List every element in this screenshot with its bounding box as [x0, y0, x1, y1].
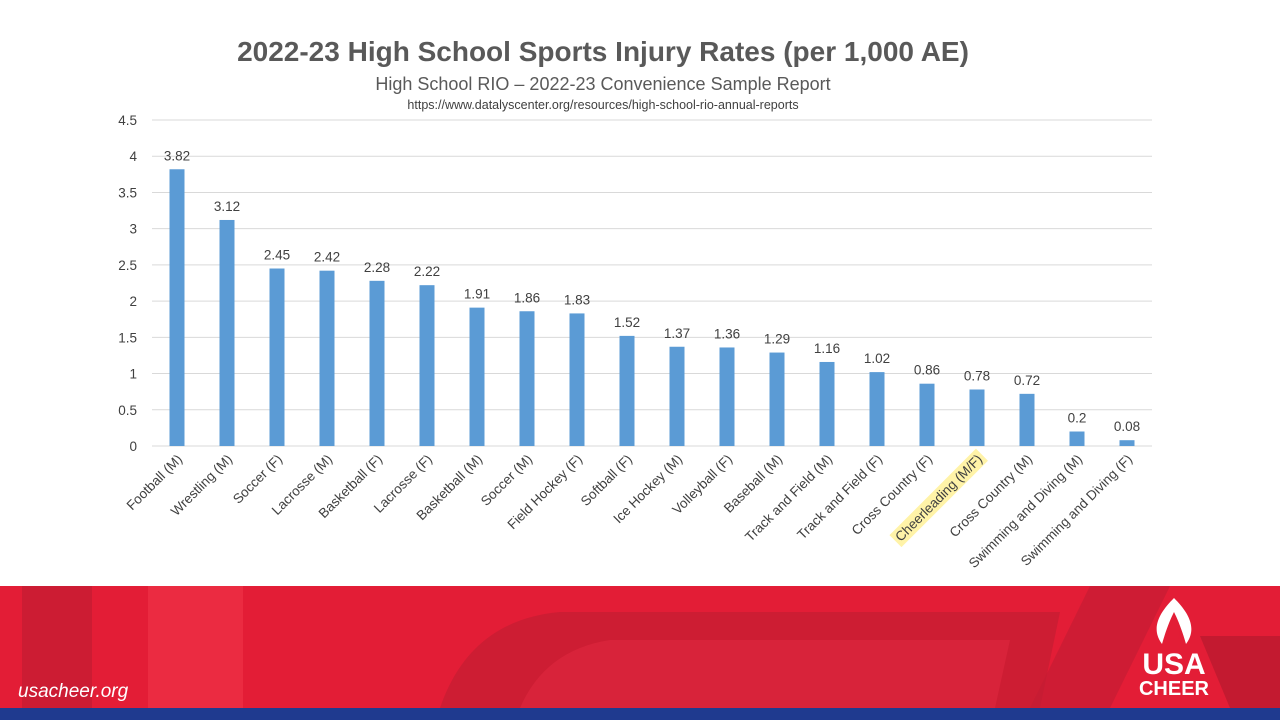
bar: [1019, 393, 1035, 446]
chart-title: 2022-23 High School Sports Injury Rates …: [237, 36, 969, 67]
bar: [919, 383, 935, 446]
bar: [269, 268, 285, 446]
chart-subtitle: High School RIO – 2022-23 Convenience Sa…: [375, 74, 830, 94]
data-label: 2.45: [264, 248, 290, 263]
y-axis-ticks: 0 0.5 1 1.5 2 2.5 3 3.5 4 4.5: [118, 113, 137, 454]
bar: [719, 347, 735, 446]
bar: [419, 285, 435, 446]
data-label: 1.36: [714, 326, 740, 341]
data-label: 3.82: [164, 148, 190, 163]
data-label: 0.08: [1114, 419, 1140, 434]
bar: [369, 280, 385, 446]
bar: [869, 372, 885, 446]
y-tick-label: 2.5: [118, 258, 137, 273]
footer-stripe-4: [1200, 636, 1280, 708]
data-labels: 3.82 3.12 2.45 2.42 2.28 2.22 1.91 1.86 1.83 1.52…: [164, 148, 1140, 434]
data-label: 2.22: [414, 264, 440, 279]
y-tick-label: 3.5: [118, 185, 137, 200]
data-label: 0.78: [964, 368, 990, 383]
y-tick-label: 4: [129, 149, 137, 164]
bars: [169, 169, 1135, 447]
x-axis-label-group: Track and Field (M): [742, 452, 835, 545]
website-link[interactable]: usacheer.org: [18, 681, 129, 702]
source-url: https://www.datalyscenter.org/resources/…: [407, 98, 798, 112]
footer-swoosh-2: [520, 640, 1010, 708]
data-label: 2.28: [364, 260, 390, 275]
x-axis-label-group: Track and Field (F): [794, 452, 885, 543]
gridlines: [152, 119, 1152, 447]
data-label: 1.37: [664, 326, 690, 341]
y-tick-label: 4.5: [118, 113, 137, 128]
x-axis-label: Track and Field (M): [742, 452, 835, 545]
data-label: 1.02: [864, 351, 890, 366]
bar: [1069, 431, 1085, 446]
data-label: 1.91: [464, 287, 490, 302]
y-tick-label: 1.5: [118, 330, 137, 345]
bar: [319, 270, 335, 446]
bar: [219, 219, 235, 446]
data-label: 2.42: [314, 250, 340, 265]
footer-blue-strip: [0, 708, 1280, 720]
category-highlight: [889, 448, 988, 548]
x-axis-labels: Football (M)Wrestling (M)Soccer (F)Lacro…: [124, 448, 1135, 571]
data-label: 0.72: [1014, 373, 1040, 388]
footer-stripe-1: [22, 586, 92, 708]
data-label: 1.86: [514, 290, 540, 305]
bar: [469, 307, 485, 446]
bar: [569, 313, 585, 446]
usa-cheer-logo: USA CHEER: [1139, 598, 1210, 700]
data-label: 0.2: [1068, 411, 1087, 426]
footer-stripe-3: [1030, 586, 1170, 708]
y-tick-label: 1: [129, 367, 137, 382]
data-label: 1.52: [614, 315, 640, 330]
logo-usa-text: USA: [1142, 648, 1205, 681]
bar: [169, 169, 185, 447]
logo-cheer-text: CHEER: [1139, 678, 1210, 700]
data-label: 0.86: [914, 363, 940, 378]
flame-icon: [1156, 598, 1192, 646]
bar: [669, 346, 685, 446]
x-axis-label-group: Cheerleading (M/F): [889, 448, 988, 548]
bar: [1119, 440, 1135, 446]
y-tick-label: 3: [129, 222, 137, 237]
data-label: 1.29: [764, 332, 790, 347]
bar: [769, 352, 785, 446]
data-label: 3.12: [214, 199, 240, 214]
data-label: 1.83: [564, 292, 590, 307]
bar: [619, 335, 635, 446]
footer-banner: usacheer.org: [0, 586, 1280, 720]
y-tick-label: 2: [129, 294, 137, 309]
bar: [819, 361, 835, 446]
data-label: 1.16: [814, 341, 840, 356]
bar: [969, 389, 985, 446]
footer-stripe-2: [148, 586, 243, 708]
bar: [519, 311, 535, 446]
x-axis-label: Cheerleading (M/F): [892, 452, 985, 545]
x-axis-label: Track and Field (F): [794, 452, 885, 543]
y-tick-label: 0.5: [118, 403, 137, 418]
y-tick-label: 0: [129, 439, 137, 454]
